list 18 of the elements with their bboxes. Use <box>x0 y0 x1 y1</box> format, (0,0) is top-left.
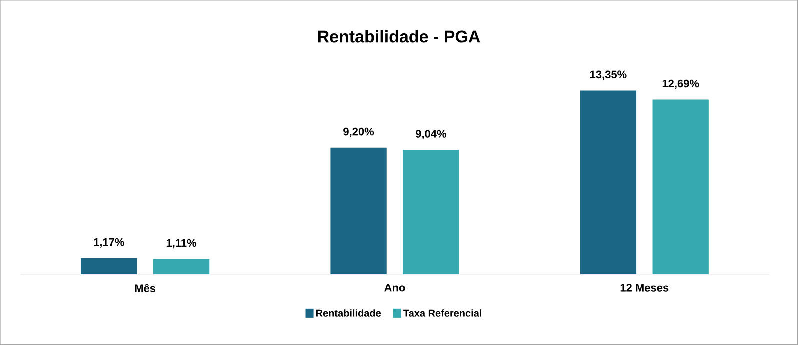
x-tick-label: 12 Meses <box>620 284 669 292</box>
x-tick-label: Mês <box>135 284 156 292</box>
bar <box>153 259 210 274</box>
legend-label: Rentabilidade <box>316 309 382 317</box>
data-label: 9,20% <box>344 128 374 138</box>
x-tick-label: Ano <box>384 284 406 292</box>
data-label: 12,69% <box>662 80 700 90</box>
bar <box>81 258 138 274</box>
bar <box>330 148 387 274</box>
chart-title: Rentabilidade - PGA <box>318 30 480 43</box>
data-label: 1,17% <box>94 238 124 248</box>
data-label: 9,04% <box>416 130 446 140</box>
legend-label: Taxa Referencial <box>404 309 482 317</box>
bar <box>652 100 709 274</box>
bar <box>403 150 460 274</box>
data-label: 1,11% <box>166 239 197 249</box>
bar <box>580 90 637 274</box>
data-label: 13,35% <box>590 70 627 80</box>
